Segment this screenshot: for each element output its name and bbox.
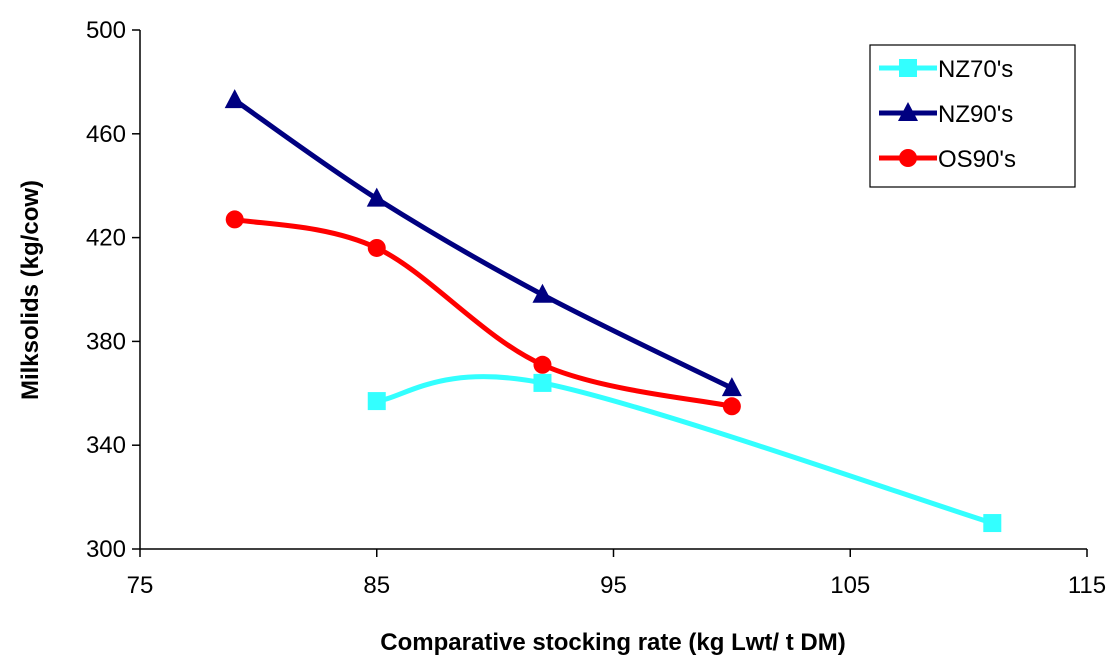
series-OS90's [225, 210, 741, 416]
series-line [374, 374, 995, 526]
data-point [366, 187, 387, 207]
y-tick-label: 300 [86, 536, 126, 563]
series-group [224, 89, 1002, 533]
x-tick-label: 85 [363, 572, 390, 599]
data-point [367, 392, 386, 411]
data-point [983, 514, 1002, 533]
series-line [232, 97, 735, 391]
x-tick-label: 115 [1068, 572, 1106, 599]
x-axis-title: Comparative stocking rate (kg Lwt/ t DM) [380, 629, 845, 656]
y-tick-label: 460 [86, 121, 126, 148]
y-tick-label: 340 [86, 432, 126, 459]
legend-marker [899, 59, 917, 77]
x-tick-label: 75 [127, 572, 154, 599]
legend-marker [898, 102, 918, 121]
series-line [232, 216, 735, 409]
data-point [225, 210, 244, 229]
x-tick-label: 105 [830, 572, 870, 599]
legend-marker [899, 149, 917, 167]
data-point [532, 283, 553, 303]
series-NZ90's [224, 89, 742, 397]
y-tick-label: 380 [86, 328, 126, 355]
legend-label: NZ90's [938, 101, 1013, 128]
data-point [224, 89, 245, 109]
data-point [722, 397, 741, 416]
x-tick-label: 95 [600, 572, 627, 599]
tick-group: 300 340 380 420 460 500 75 85 95 105 115 [86, 17, 1106, 599]
y-tick-label: 500 [86, 17, 126, 44]
data-point [367, 238, 386, 257]
data-point [533, 373, 552, 392]
legend: NZ70's NZ90's OS90's [869, 44, 1076, 188]
series-NZ70's [367, 373, 1002, 533]
y-tick-label: 420 [86, 225, 126, 252]
legend-label: NZ70's [938, 56, 1013, 83]
data-point [533, 355, 552, 374]
legend-label: OS90's [938, 146, 1016, 173]
data-point [721, 377, 742, 397]
y-axis-title: Milksolids (kg/cow) [17, 180, 44, 400]
